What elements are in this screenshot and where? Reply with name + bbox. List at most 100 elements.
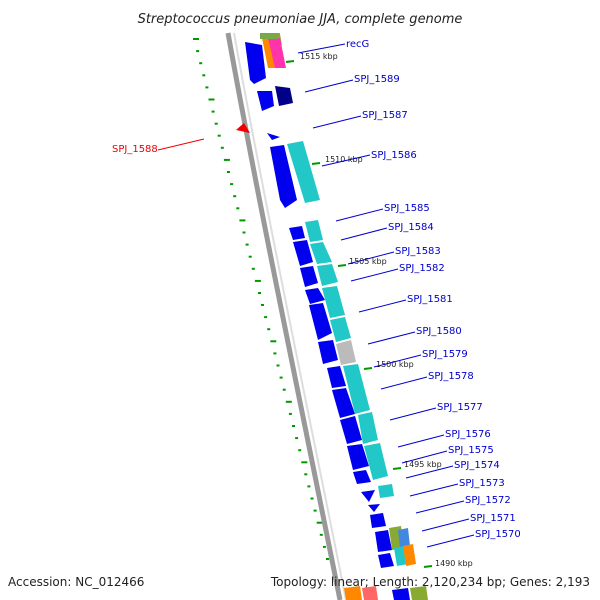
guide-dot bbox=[307, 485, 311, 488]
gene-arrow bbox=[378, 553, 394, 568]
gene-leader-line bbox=[297, 43, 346, 54]
tick-label: 1495 kbp bbox=[404, 460, 442, 469]
gene-label[interactable]: SPJ_1583 bbox=[395, 246, 441, 257]
gene-leader-line bbox=[415, 500, 465, 514]
accession-text: Accession: NC_012466 bbox=[8, 575, 144, 589]
gene-label[interactable]: SPJ_1573 bbox=[459, 478, 505, 489]
gene-label[interactable]: SPJ_1570 bbox=[475, 529, 521, 540]
guide-dot bbox=[236, 207, 240, 210]
gene-leader-line bbox=[304, 79, 354, 93]
gene-label[interactable]: SPJ_1587 bbox=[362, 110, 408, 121]
guide-dot bbox=[264, 316, 268, 319]
gene-arrow bbox=[270, 145, 297, 208]
gene-arrow bbox=[300, 266, 318, 287]
genome-backbone bbox=[225, 32, 347, 600]
gene-label[interactable]: SPJ_1584 bbox=[388, 222, 434, 233]
guide-dot bbox=[276, 364, 280, 367]
gene-leader-line bbox=[358, 299, 407, 313]
guide-dot bbox=[270, 340, 277, 343]
gene-leader-line bbox=[157, 138, 205, 151]
guide-dot bbox=[199, 62, 203, 65]
tick-mark bbox=[423, 565, 433, 568]
guide-dot bbox=[298, 449, 302, 452]
tick-mark bbox=[285, 60, 295, 63]
guide-dot bbox=[316, 521, 323, 524]
genome-summary: Topology: linear; Length: 2,120,234 bp; … bbox=[270, 575, 590, 589]
guide-dot bbox=[211, 110, 215, 113]
guide-dot bbox=[292, 425, 295, 427]
cds-block bbox=[287, 141, 320, 203]
gene-arrow bbox=[361, 490, 375, 502]
guide-dot bbox=[230, 183, 234, 186]
cds-block bbox=[260, 33, 278, 39]
guide-dot bbox=[254, 279, 261, 282]
gene-label[interactable]: SPJ_1579 bbox=[422, 349, 468, 360]
gene-arrow bbox=[275, 86, 293, 106]
guide-dot bbox=[258, 292, 261, 294]
cds-block bbox=[403, 544, 416, 566]
gene-label[interactable]: SPJ_1571 bbox=[470, 513, 516, 524]
tick-mark bbox=[363, 367, 373, 370]
guide-dot bbox=[301, 461, 308, 464]
gene-label[interactable]: SPJ_1589 bbox=[354, 74, 400, 85]
gene-labels: recG SPJ_1589 SPJ_1587 SPJ_1588 SPJ_1586 SPJ_… bbox=[112, 39, 521, 548]
gene-leader-line bbox=[321, 154, 371, 167]
gene-leader-line bbox=[397, 434, 445, 448]
guide-dot bbox=[227, 171, 230, 173]
gene-label[interactable]: SPJ_1578 bbox=[428, 371, 474, 382]
gene-label[interactable]: SPJ_1588 bbox=[112, 144, 158, 155]
gene-label[interactable]: SPJ_1572 bbox=[465, 495, 511, 506]
gene-arrow bbox=[340, 416, 362, 444]
gene-arrow bbox=[347, 444, 369, 470]
tick-mark bbox=[337, 264, 347, 267]
cds-block bbox=[268, 38, 286, 68]
gene-label[interactable]: SPJ_1580 bbox=[416, 326, 462, 337]
guide-dot bbox=[205, 86, 209, 89]
gene-leader-line bbox=[373, 354, 422, 368]
cds-block bbox=[343, 364, 370, 414]
gene-arrow bbox=[289, 226, 305, 240]
gene-leader-line bbox=[426, 534, 475, 548]
guide-dot bbox=[295, 437, 299, 440]
guide-dot bbox=[273, 352, 277, 355]
gene-arrow bbox=[375, 530, 392, 552]
gene-label[interactable]: SPJ_1581 bbox=[407, 294, 453, 305]
guide-dot bbox=[202, 74, 206, 77]
gene-leader-line bbox=[335, 208, 384, 222]
cds-block bbox=[378, 484, 394, 498]
guide-dot bbox=[313, 509, 317, 512]
gene-label[interactable]: SPJ_1575 bbox=[448, 445, 494, 456]
cds-block bbox=[330, 317, 351, 342]
guide-dot bbox=[261, 304, 264, 306]
tick-mark bbox=[392, 467, 402, 470]
guide-dot bbox=[214, 122, 218, 125]
tick-mark bbox=[311, 162, 321, 165]
guide-dot bbox=[267, 328, 271, 331]
gene-features bbox=[236, 33, 428, 600]
guide-dot bbox=[310, 497, 314, 500]
gene-arrow bbox=[305, 288, 325, 304]
map-title: Streptococcus pneumoniae JJA, complete g… bbox=[138, 12, 463, 27]
guide-dot bbox=[245, 243, 249, 246]
cds-block bbox=[305, 220, 323, 242]
gene-label[interactable]: SPJ_1585 bbox=[384, 203, 430, 214]
cds-block bbox=[358, 412, 378, 444]
gene-label[interactable]: SPJ_1574 bbox=[454, 460, 500, 471]
guide-dot bbox=[285, 400, 292, 403]
gene-label[interactable]: SPJ_1582 bbox=[399, 263, 445, 274]
gene-label[interactable]: recG bbox=[346, 39, 369, 50]
guide-dot bbox=[304, 473, 308, 476]
gene-arrow bbox=[392, 588, 410, 600]
gene-arrow bbox=[353, 470, 371, 484]
gene-label[interactable]: SPJ_1586 bbox=[371, 150, 417, 161]
gene-label[interactable]: SPJ_1576 bbox=[445, 429, 491, 440]
gene-leader-line bbox=[405, 465, 454, 479]
gene-arrow bbox=[368, 504, 380, 512]
scale-ticks: 1515 kbp 1510 kbp 1505 kbp 1500 kbp 1495 kbp… bbox=[285, 52, 473, 568]
gene-label[interactable]: SPJ_1577 bbox=[437, 402, 483, 413]
tick-label: 1505 kbp bbox=[349, 257, 387, 266]
gene-arrow bbox=[370, 513, 386, 528]
cds-block bbox=[336, 340, 356, 365]
tick-label: 1500 kbp bbox=[376, 360, 414, 369]
